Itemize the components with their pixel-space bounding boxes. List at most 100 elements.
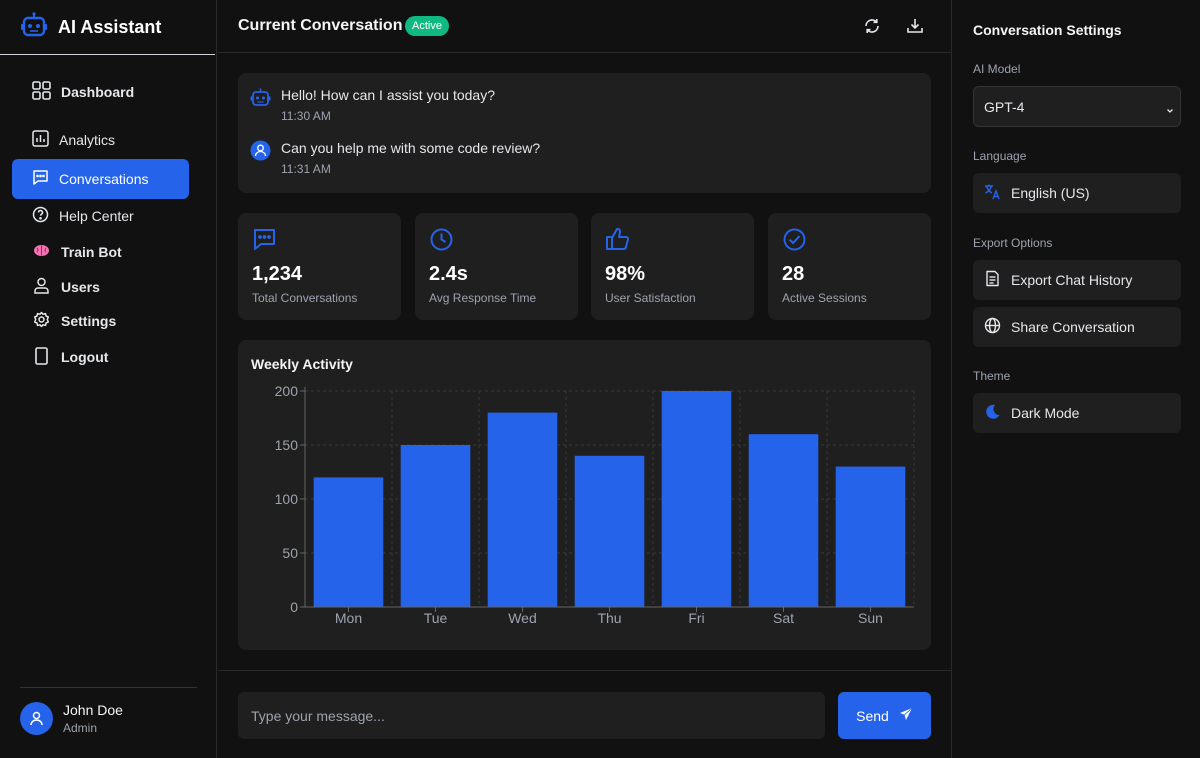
user-role: Admin <box>63 721 98 735</box>
user-message: Can you help me with some code review? 1… <box>250 140 540 176</box>
settings-panel: Conversation Settings AI Model GPT-4 Lan… <box>951 0 1200 758</box>
model-label: AI Model <box>973 62 1021 76</box>
translate-icon <box>984 183 1001 203</box>
paper-plane-icon <box>899 707 913 724</box>
sidebar-item-label: Logout <box>61 349 109 365</box>
refresh-icon[interactable] <box>863 17 883 37</box>
stat-value: 28 <box>782 263 805 285</box>
sidebar-item-label: Conversations <box>59 171 149 187</box>
user-name: John Doe <box>63 702 123 718</box>
stat-value: 1,234 <box>252 263 303 285</box>
x-tick-label: Thu <box>597 610 621 626</box>
stat-label: Total Conversations <box>252 291 358 305</box>
sidebar-item-label: Settings <box>61 313 117 329</box>
stat-label: User Satisfaction <box>605 291 696 305</box>
model-value: GPT-4 <box>984 98 1025 115</box>
x-tick-label: Mon <box>335 610 362 626</box>
settings-title: Conversation Settings <box>973 22 1122 38</box>
brand: AI Assistant <box>0 0 215 55</box>
download-icon[interactable] <box>906 17 926 37</box>
bar-mon <box>313 477 384 607</box>
x-tick-label: Fri <box>688 610 704 626</box>
language-select[interactable]: English (US) <box>973 173 1181 213</box>
send-button[interactable]: Send <box>838 692 931 739</box>
message-composer: Send <box>218 670 951 758</box>
chat-icon <box>32 169 49 189</box>
bar-sat <box>748 434 819 607</box>
bot-message: Hello! How can I assist you today? 11:30… <box>250 87 495 123</box>
bar-fri <box>661 391 732 607</box>
x-tick-label: Sat <box>773 610 794 626</box>
stat-card-user-satisfaction: 98% User Satisfaction <box>591 213 754 320</box>
sidebar-item-logout[interactable]: Logout <box>12 337 189 377</box>
sidebar-divider <box>20 687 197 688</box>
status-badge: Active <box>405 16 449 36</box>
user-icon <box>32 277 51 297</box>
stat-value: 98% <box>605 263 646 285</box>
export-chat-label: Export Chat History <box>1011 272 1133 288</box>
bar-sun <box>835 466 906 607</box>
stat-card-avg-response-time: 2.4s Avg Response Time <box>415 213 578 320</box>
bar-chart: 0 50 100 150 200 Mon Tue Wed Thu Fri Sat Sun <box>275 383 915 626</box>
export-chat-button[interactable]: Export Chat History <box>973 260 1181 300</box>
chat-messages: Hello! How can I assist you today? 11:30… <box>238 73 931 193</box>
theme-toggle[interactable]: Dark Mode <box>973 393 1181 433</box>
stat-card-active-sessions: 28 Active Sessions <box>768 213 931 320</box>
export-label: Export Options <box>973 236 1053 250</box>
avatar <box>20 702 53 735</box>
x-tick-label: Sun <box>858 610 883 626</box>
stat-value: 2.4s <box>429 263 468 285</box>
stat-card-total-conversations: 1,234 Total Conversations <box>238 213 401 320</box>
sidebar-item-label: Help Center <box>59 208 134 224</box>
sidebar-item-label: Users <box>61 279 100 295</box>
y-tick-label: 0 <box>290 599 298 615</box>
model-select[interactable]: GPT-4 <box>973 86 1181 127</box>
chat-icon <box>252 227 277 257</box>
app-title: AI Assistant <box>58 16 162 37</box>
language-value: English (US) <box>1011 185 1090 201</box>
bar-chart-icon <box>32 130 49 150</box>
y-tick-label: 100 <box>275 491 299 507</box>
grid-icon <box>32 81 51 103</box>
clock-icon <box>429 227 454 257</box>
user-avatar-icon <box>250 140 271 176</box>
stat-label: Active Sessions <box>782 291 867 305</box>
check-circle-icon <box>782 227 807 257</box>
brain-icon <box>32 242 51 262</box>
stat-label: Avg Response Time <box>429 291 537 305</box>
bar-wed <box>487 412 558 607</box>
sidebar-item-dashboard[interactable]: Dashboard <box>12 72 189 112</box>
message-text: Can you help me with some code review? <box>281 140 541 156</box>
user-profile[interactable]: John Doe Admin <box>20 702 123 735</box>
gear-icon <box>32 311 51 331</box>
theme-value: Dark Mode <box>1011 405 1080 421</box>
globe-icon <box>984 317 1001 337</box>
sidebar-item-help-center[interactable]: Help Center <box>12 196 189 236</box>
page-title: Current Conversation <box>238 17 403 34</box>
y-tick-label: 50 <box>282 545 298 561</box>
main-content: Current Conversation Active <box>218 0 951 758</box>
weekly-activity-chart: Weekly Activity 0 50 100 150 200 Mon Tue Wed Thu… <box>238 340 931 650</box>
robot-icon <box>250 88 271 123</box>
send-label: Send <box>856 707 889 724</box>
sidebar-item-analytics[interactable]: Analytics <box>12 120 189 160</box>
sidebar-item-label: Dashboard <box>61 84 135 100</box>
sidebar-item-conversations[interactable]: Conversations <box>12 159 189 199</box>
thumbs-up-icon <box>605 227 631 257</box>
y-tick-label: 200 <box>275 383 299 399</box>
chart-title: Weekly Activity <box>251 356 353 372</box>
message-input[interactable] <box>238 692 825 739</box>
bar-thu <box>574 455 645 607</box>
share-conversation-button[interactable]: Share Conversation <box>973 307 1181 347</box>
moon-icon <box>984 403 1001 423</box>
conversation-header: Current Conversation Active <box>218 0 951 53</box>
x-tick-label: Wed <box>508 610 537 626</box>
question-circle-icon <box>32 206 49 226</box>
sidebar: AI Assistant Dashboard Analytics Convers… <box>0 0 217 758</box>
robot-icon <box>20 11 48 43</box>
sidebar-item-users[interactable]: Users <box>12 267 189 307</box>
sidebar-item-settings[interactable]: Settings <box>12 301 189 341</box>
language-label: Language <box>973 149 1027 163</box>
message-text: Hello! How can I assist you today? <box>281 87 495 103</box>
sidebar-item-train-bot[interactable]: Train Bot <box>12 232 189 272</box>
